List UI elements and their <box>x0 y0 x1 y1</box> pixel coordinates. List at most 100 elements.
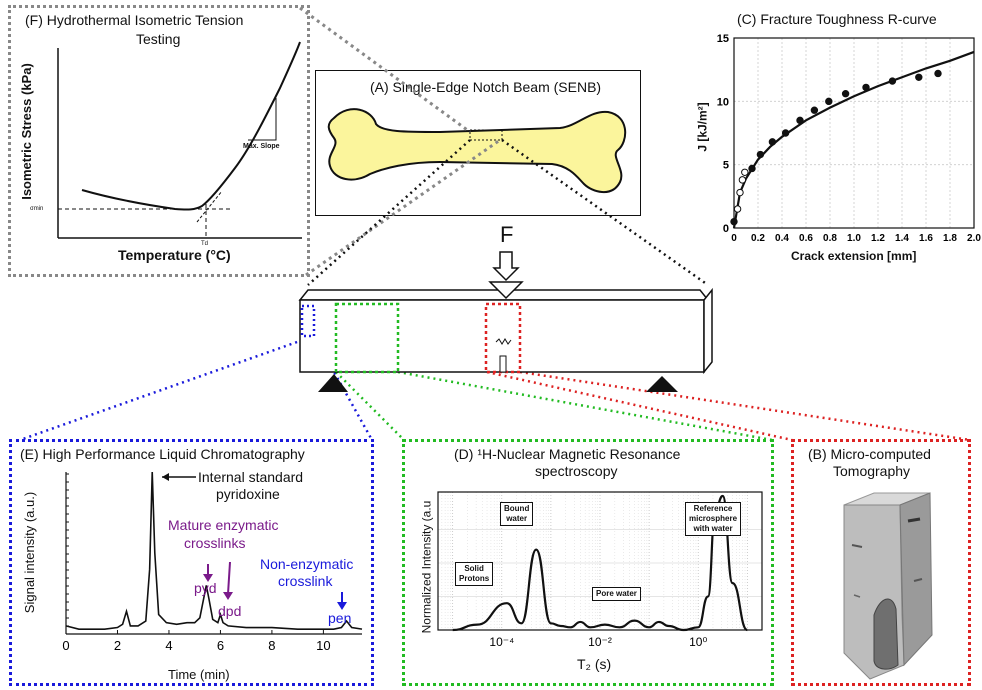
panel-f-sigma-label: σmin <box>30 206 44 212</box>
ann-mature-2: crosslinks <box>184 535 246 551</box>
y-tick-label: 0 <box>723 223 729 235</box>
panel-f-chart <box>57 41 302 239</box>
panel-d-ylabel: Normalized Intensity (a.u <box>419 500 434 634</box>
data-point <box>741 168 749 176</box>
data-point <box>825 97 833 106</box>
x-tick-label: 4 <box>165 638 172 653</box>
y-tick-label: 5 <box>723 160 729 172</box>
arrowhead-dpd <box>223 592 233 600</box>
data-point <box>768 138 777 146</box>
box-ref-line1: Reference <box>693 504 733 513</box>
panel-e-xlabel: Time (min) <box>168 667 230 682</box>
box-ref-line2: microsphere <box>689 514 738 523</box>
panel-e-title: (E) High Performance Liquid Chromatograp… <box>20 446 305 462</box>
panel-c-title: (C) Fracture Toughness R-curve <box>737 11 937 27</box>
panel-f-td-label: Td <box>201 241 209 247</box>
panel-e-frame <box>9 439 374 686</box>
chromatogram-trace <box>65 471 363 630</box>
ann-pen: pen <box>328 610 352 626</box>
box-pore-line: Pore water <box>596 589 637 598</box>
x-tick-label: 10⁻⁴ <box>489 635 514 649</box>
panel-e-ylabel: Signal intensity (a.u.) <box>22 491 38 614</box>
panel-a-frame <box>315 70 641 216</box>
panel-d-xlabel: T₂ (s) <box>577 656 612 672</box>
x-tick-label: 0 <box>731 233 737 244</box>
plot-frame <box>733 37 975 229</box>
data-point <box>736 188 744 197</box>
data-point <box>756 150 765 159</box>
panel-b-frame <box>791 439 971 686</box>
ann-pyridoxine: pyridoxine <box>216 486 280 502</box>
ann-nonenz-2: crosslink <box>278 573 333 589</box>
panel-b-title-line1: (B) Micro-computed <box>808 446 931 462</box>
ann-nonenz-1: Non-enzymatic <box>260 556 354 572</box>
box-pore-water: Pore water <box>592 587 641 601</box>
x-tick-label: 0 <box>62 638 69 653</box>
box-ref-line3: with water <box>693 524 733 533</box>
arrowhead-pyd <box>203 574 213 582</box>
panel-d-title-line1: (D) ¹H-Nuclear Magnetic Resonance <box>454 446 681 462</box>
force-label: F <box>500 222 514 247</box>
arrow-dpd <box>227 561 231 595</box>
x-tick-label: 2.0 <box>967 233 981 244</box>
box-solid-line2: Protons <box>459 574 490 583</box>
fit-curve <box>732 50 975 229</box>
panel-d-chart: 10⁻⁴ 10⁻² 10⁰ <box>437 491 763 649</box>
box-bound-water: Bound water <box>500 502 534 526</box>
data-point <box>796 116 804 125</box>
senb-beam <box>298 251 713 392</box>
panel-e-chart: 0 2 4 6 8 10 <box>62 471 363 653</box>
x-tick-label: 1.0 <box>847 233 861 244</box>
x-tick-label: 1.8 <box>943 233 957 244</box>
box-bound-line1: Bound <box>504 504 530 513</box>
micro-ct-specimen-render <box>843 492 933 680</box>
panel-c-chart: 0 0.2 0.4 0.6 0.8 1.0 1.2 1.4 1.6 1.8 2.0 0 5 10 15 <box>717 33 982 244</box>
data-point <box>810 106 819 114</box>
ann-mature-1: Mature enzymatic <box>168 517 279 533</box>
x-tick-label: 8 <box>268 638 275 653</box>
data-point <box>934 69 942 78</box>
arrowhead-pen <box>337 602 347 610</box>
data-point <box>738 176 747 184</box>
panel-c-xlabel: Crack extension [mm] <box>791 249 917 263</box>
x-tick-label: 10 <box>316 638 330 653</box>
panel-f-title-line2: Testing <box>136 31 181 47</box>
x-tick-label: 2 <box>114 638 121 653</box>
panel-b-title-line2: Tomography <box>833 463 911 479</box>
x-tick-label: 10⁰ <box>689 635 707 649</box>
y-tick-label: 15 <box>717 33 729 45</box>
ann-internal-standard: Internal standard <box>198 469 304 485</box>
data-point <box>862 83 870 92</box>
panel-f-frame <box>8 5 310 277</box>
data-point <box>841 90 850 98</box>
x-tick-label: 6 <box>217 638 224 653</box>
box-solid-line1: Solid <box>464 564 484 573</box>
box-solid-protons: Solid Protons <box>455 562 494 586</box>
data-point <box>888 77 897 85</box>
x-tick-label: 1.2 <box>871 233 885 244</box>
data-point <box>915 73 923 81</box>
x-tick-label: 0.8 <box>823 233 837 244</box>
ann-pyd: pyd <box>194 580 217 596</box>
x-tick-label: 10⁻² <box>588 635 612 649</box>
panel-f-title-line1: (F) Hydrothermal Isometric Tension <box>25 12 244 28</box>
panel-f-xlabel: Temperature (°C) <box>118 247 231 263</box>
x-tick-label: 0.4 <box>775 233 789 244</box>
x-tick-label: 1.4 <box>895 233 909 244</box>
x-tick-label: 0.2 <box>751 233 765 244</box>
plot-frame <box>437 491 763 631</box>
panel-d-frame <box>402 439 774 686</box>
data-point <box>748 164 756 173</box>
femur-bone-illustration <box>327 108 627 193</box>
x-tick-label: 0.6 <box>799 233 813 244</box>
panel-a-title: (A) Single-Edge Notch Beam (SENB) <box>370 79 602 95</box>
data-point <box>733 205 742 213</box>
arrowhead-internal-standard <box>162 473 169 481</box>
y-tick-label: 10 <box>717 96 729 108</box>
panel-d-title-line2: spectroscopy <box>535 463 618 479</box>
t2-distribution-curve <box>452 494 749 632</box>
data-point <box>781 129 790 137</box>
ann-dpd: dpd <box>218 603 242 619</box>
panel-f-slope-label: Max. Slope <box>243 143 280 150</box>
data-point <box>730 217 738 226</box>
